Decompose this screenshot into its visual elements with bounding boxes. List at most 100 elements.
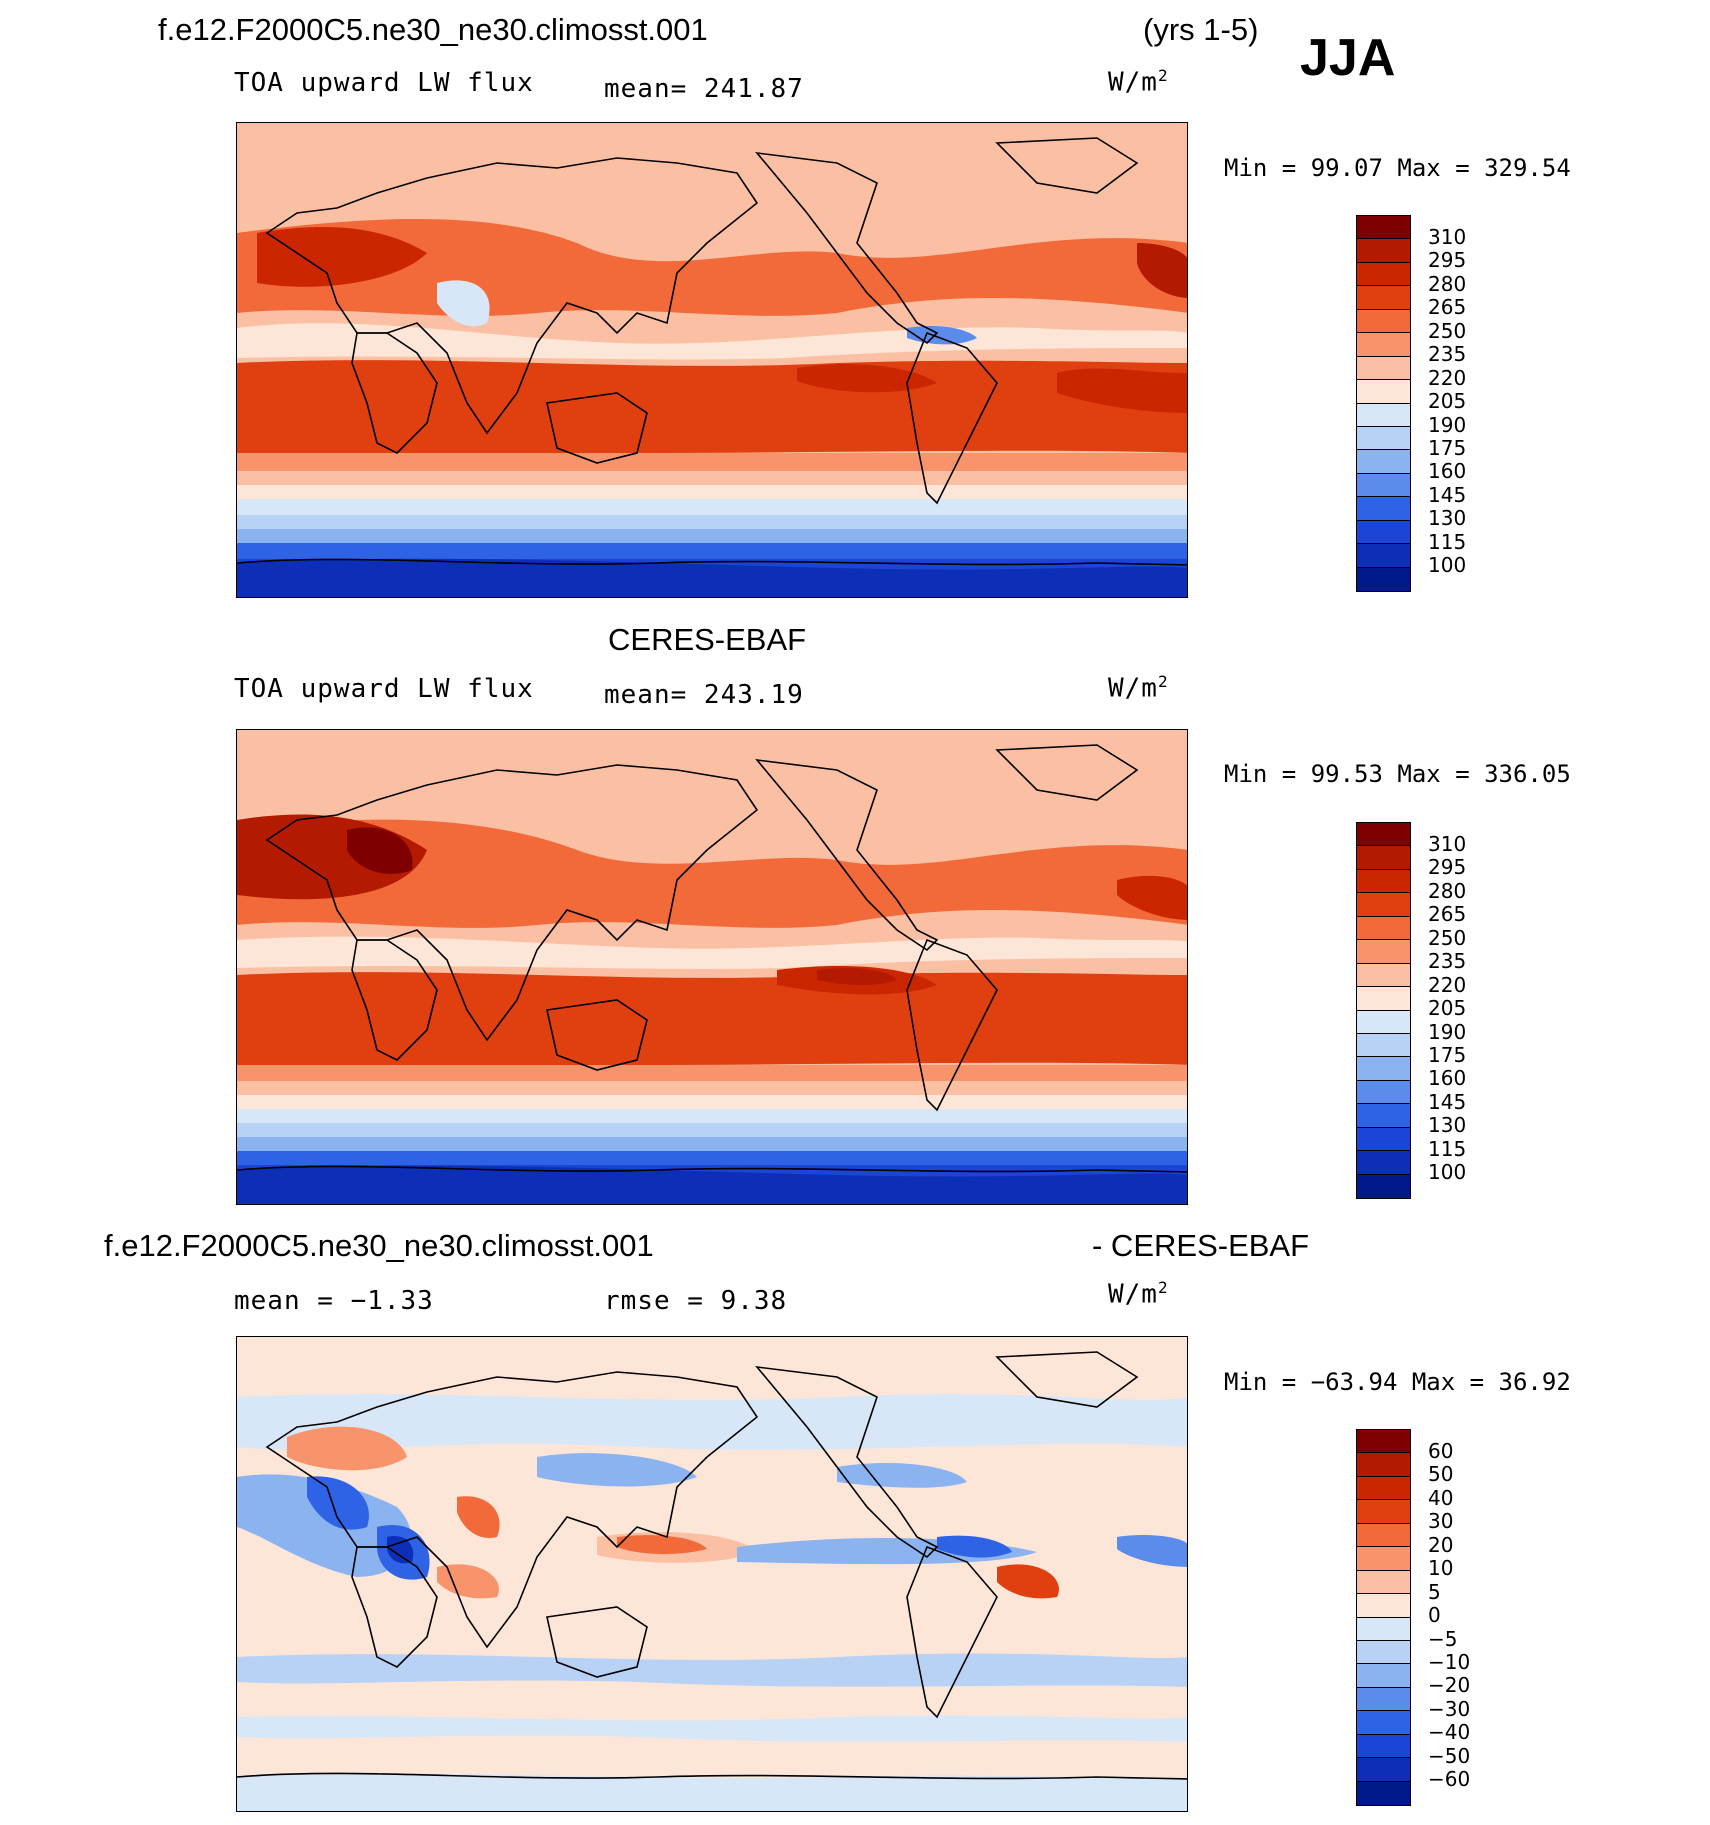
panel3-colorbar-ticks: 60 50 40 30 20 10 5 0 −5 −10 −20 −30 −40…	[1428, 1439, 1471, 1792]
panel2-swatch	[1357, 1127, 1410, 1152]
tick-label: 295	[1428, 248, 1467, 273]
panel3-map	[236, 1336, 1188, 1812]
tick-label: −40	[1428, 1720, 1471, 1745]
tick-label: 265	[1428, 902, 1467, 927]
panel1-swatch	[1357, 567, 1410, 591]
panel2-swatch	[1357, 1010, 1410, 1034]
panel2-swatch	[1357, 916, 1410, 941]
panel3-swatch	[1357, 1500, 1410, 1524]
panel2-variable: TOA upward LW flux	[234, 674, 534, 704]
tick-label: −20	[1428, 1673, 1471, 1698]
tick-label: 175	[1428, 435, 1467, 460]
panel2-map	[236, 729, 1188, 1205]
panel2-mean: mean= 243.19	[604, 680, 804, 710]
tick-label: 130	[1428, 1113, 1467, 1138]
panel1-minmax: Min = 99.07 Max = 329.54	[1224, 154, 1571, 182]
panel1-swatch	[1357, 544, 1410, 568]
panel2-swatch	[1357, 963, 1410, 988]
tick-label: −50	[1428, 1743, 1471, 1768]
panel1-swatch	[1357, 262, 1410, 287]
panel1-colorbar	[1356, 215, 1411, 592]
panel2-swatch	[1357, 1080, 1410, 1105]
panel2-minmax: Min = 99.53 Max = 336.05	[1224, 760, 1571, 788]
panel2-swatch	[1357, 893, 1410, 917]
panel1-swatch	[1357, 286, 1410, 310]
panel1-swatch	[1357, 403, 1410, 427]
panel3-swatch	[1357, 1711, 1410, 1735]
panel2-map-svg	[237, 730, 1187, 1204]
panel1-swatch	[1357, 356, 1410, 381]
tick-label: 295	[1428, 855, 1467, 880]
panel1-swatch	[1357, 497, 1410, 521]
panel3-swatch	[1357, 1617, 1410, 1641]
years-label: (yrs 1-5)	[1143, 12, 1259, 47]
tick-label: 5	[1428, 1579, 1441, 1604]
tick-label: 10	[1428, 1556, 1454, 1581]
panel1-variable: TOA upward LW flux	[234, 68, 534, 98]
panel3-title-left: f.e12.F2000C5.ne30_ne30.climosst.001	[104, 1228, 654, 1263]
tick-label: 160	[1428, 459, 1467, 484]
panel3-swatch	[1357, 1734, 1410, 1759]
tick-label: 310	[1428, 832, 1467, 856]
panel3-rmse: rmse = 9.38	[604, 1286, 788, 1316]
tick-label: 235	[1428, 342, 1467, 367]
panel3-swatch	[1357, 1570, 1410, 1595]
season-label: JJA	[1300, 29, 1396, 87]
tick-label: 190	[1428, 412, 1467, 437]
panel2-swatch	[1357, 940, 1410, 964]
tick-label: 205	[1428, 389, 1467, 414]
panel1-unit: W/m2	[1108, 66, 1169, 98]
panel1-map	[236, 122, 1188, 598]
panel2-swatch	[1357, 823, 1410, 847]
panel2-title: CERES-EBAF	[608, 622, 807, 657]
tick-label: 175	[1428, 1042, 1467, 1067]
case-title: f.e12.F2000C5.ne30_ne30.climosst.001	[158, 12, 708, 47]
panel1-mean: mean= 241.87	[604, 74, 804, 104]
tick-label: 280	[1428, 878, 1467, 903]
panel1-swatch	[1357, 450, 1410, 474]
panel3-swatch	[1357, 1640, 1410, 1665]
tick-label: 310	[1428, 225, 1467, 249]
tick-label: 100	[1428, 553, 1467, 578]
panel3-swatch	[1357, 1547, 1410, 1571]
tick-label: 220	[1428, 972, 1467, 997]
panel1-swatch	[1357, 473, 1410, 498]
tick-label: 220	[1428, 365, 1467, 390]
panel3-swatch	[1357, 1594, 1410, 1618]
tick-label: 115	[1428, 1136, 1467, 1161]
panel2-colorbar-ticks: 310 295 280 265 250 235 220 205 190 175 …	[1428, 832, 1467, 1185]
tick-label: 40	[1428, 1485, 1454, 1510]
panel2-swatch	[1357, 1151, 1410, 1175]
panel2-swatch	[1357, 869, 1410, 894]
tick-label: 205	[1428, 996, 1467, 1021]
panel1-swatch	[1357, 239, 1410, 263]
tick-label: 115	[1428, 529, 1467, 554]
panel2-swatch	[1357, 1033, 1410, 1058]
panel1-swatch	[1357, 216, 1410, 240]
tick-label: 30	[1428, 1509, 1454, 1534]
panel3-swatch	[1357, 1664, 1410, 1688]
panel1-swatch	[1357, 380, 1410, 404]
tick-label: 60	[1428, 1439, 1454, 1463]
tick-label: 160	[1428, 1066, 1467, 1091]
tick-label: 50	[1428, 1462, 1454, 1487]
tick-label: 0	[1428, 1603, 1441, 1628]
panel3-map-svg	[237, 1337, 1187, 1811]
panel2-swatch	[1357, 1104, 1410, 1128]
panel2-swatch	[1357, 1174, 1410, 1198]
panel3-swatch	[1357, 1453, 1410, 1477]
panel3-minmax: Min = −63.94 Max = 36.92	[1224, 1368, 1571, 1396]
panel2-colorbar	[1356, 822, 1411, 1199]
tick-label: −60	[1428, 1767, 1471, 1792]
panel2-swatch	[1357, 987, 1410, 1011]
tick-label: 190	[1428, 1019, 1467, 1044]
panel2-swatch	[1357, 1057, 1410, 1081]
panel3-mean: mean = −1.33	[234, 1286, 434, 1316]
panel1-swatch	[1357, 333, 1410, 357]
panel1-swatch	[1357, 309, 1410, 334]
panel1-map-svg	[237, 123, 1187, 597]
panel2-swatch	[1357, 846, 1410, 870]
tick-label: −30	[1428, 1696, 1471, 1721]
tick-label: −5	[1428, 1626, 1458, 1651]
panel3-swatch	[1357, 1523, 1410, 1548]
